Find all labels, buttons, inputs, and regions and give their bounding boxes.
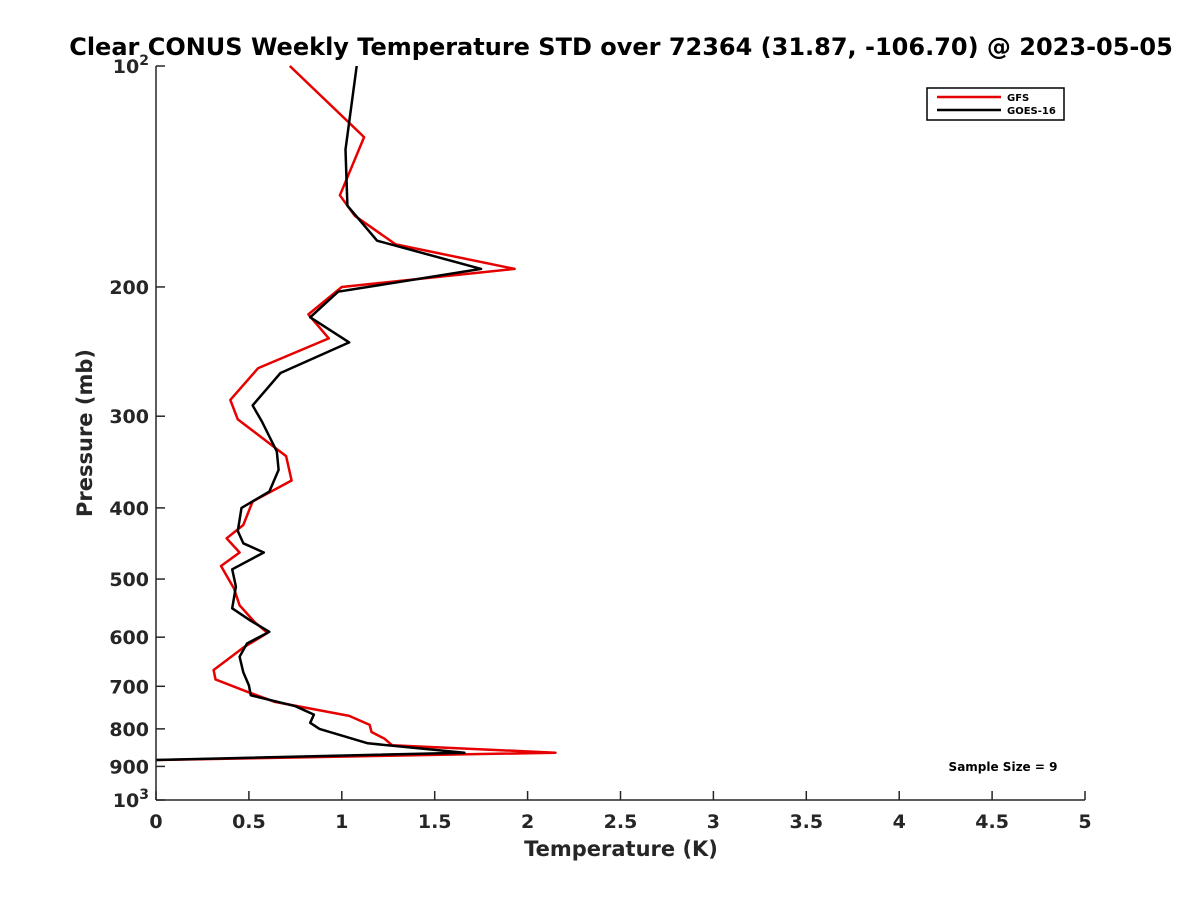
x-tick-label: 4 — [893, 811, 906, 833]
y-tick-label: 102 — [113, 53, 149, 78]
x-tick-label: 1.5 — [418, 811, 452, 833]
y-tick-label: 600 — [109, 627, 149, 649]
legend: GFS GOES-16 — [926, 87, 1065, 121]
legend-label: GOES-16 — [1007, 106, 1056, 117]
x-tick-label: 1 — [335, 811, 348, 833]
axes: 0 0.5 1 1.5 2 2.5 3 3.5 4 4.5 5 102 200 300 400 500 600 7… — [109, 53, 1091, 833]
x-axis-label: Temperature (K) — [524, 837, 718, 861]
y-tick-label: 300 — [109, 406, 149, 428]
series-line-gfs — [155, 65, 557, 762]
y-tick-label: 103 — [113, 787, 149, 812]
x-tick-label: 2.5 — [604, 811, 638, 833]
x-tick-label: 3.5 — [789, 811, 823, 833]
plot-lines — [155, 65, 557, 762]
series-line-goes-16 — [155, 65, 483, 762]
chart-title: Clear CONUS Weekly Temperature STD over … — [69, 33, 1173, 61]
legend-label: GFS — [1007, 93, 1029, 104]
y-tick-label: 400 — [109, 498, 149, 520]
y-tick-label: 900 — [109, 756, 149, 778]
sample-size-annotation: Sample Size = 9 — [949, 760, 1058, 774]
x-tick-label: 3 — [707, 811, 720, 833]
y-tick-label: 700 — [109, 676, 149, 698]
y-tick-label: 800 — [109, 719, 149, 741]
x-tick-label: 2 — [521, 811, 534, 833]
legend-box — [926, 87, 1065, 121]
y-tick-label: 200 — [109, 277, 149, 299]
x-tick-label: 0 — [149, 811, 162, 833]
x-tick-label: 4.5 — [975, 811, 1009, 833]
x-tick-label: 5 — [1078, 811, 1091, 833]
x-tick-label: 0.5 — [232, 811, 266, 833]
y-tick-label: 500 — [109, 569, 149, 591]
y-axis-label: Pressure (mb) — [73, 349, 97, 517]
